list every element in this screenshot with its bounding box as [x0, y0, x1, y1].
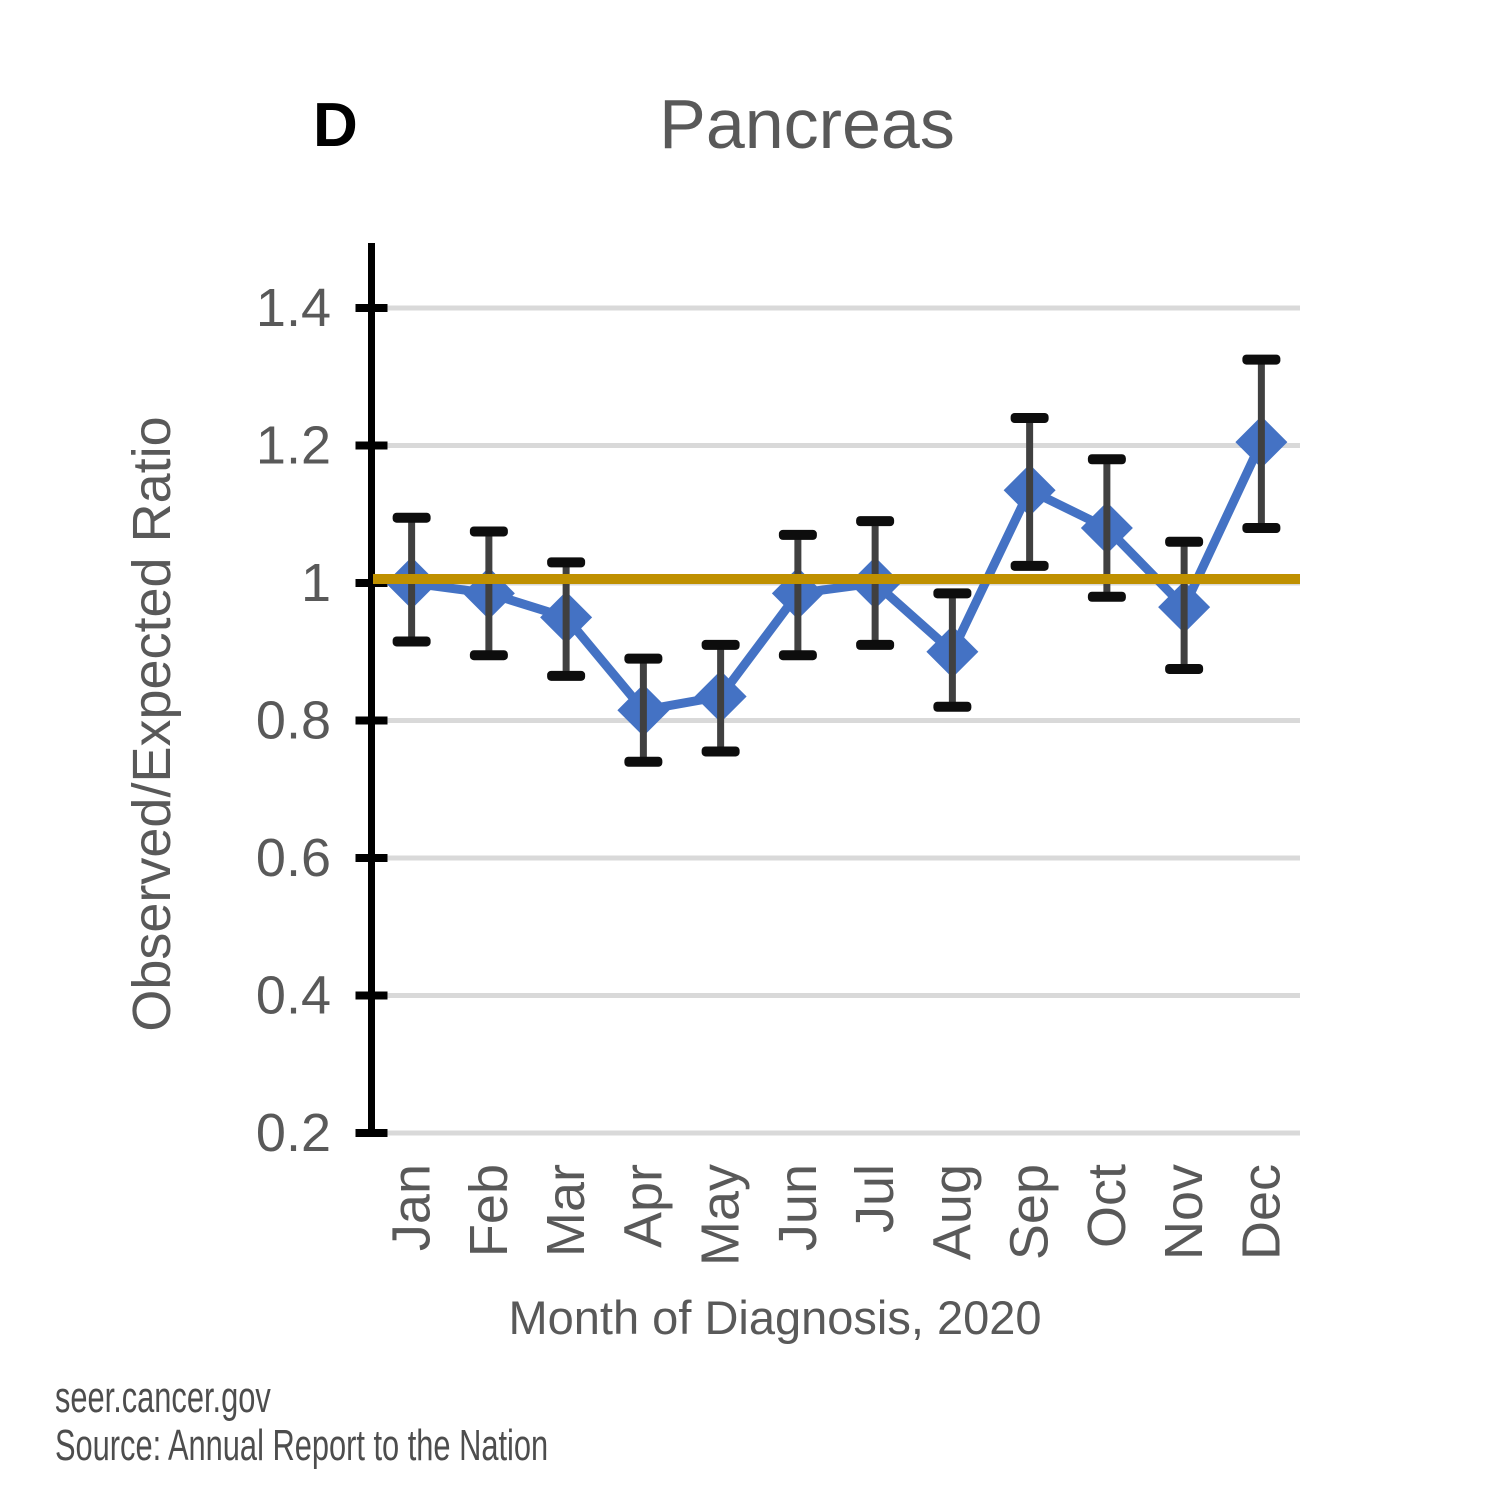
- error-bar-cap-top: [392, 512, 431, 523]
- error-bar-cap-bottom: [701, 746, 740, 757]
- x-tick-label: Feb: [459, 1164, 519, 1257]
- error-bar-cap-top: [624, 653, 663, 664]
- x-tick-label: Apr: [613, 1164, 673, 1248]
- error-bar-cap-bottom: [469, 650, 508, 661]
- y-tick-label: 1.2: [256, 416, 331, 476]
- error-bar-cap-bottom: [624, 756, 663, 767]
- footer-source: Source: Annual Report to the Nation: [55, 1421, 549, 1470]
- y-tick-label: 0.2: [256, 1103, 331, 1163]
- error-bar-cap-bottom: [547, 670, 586, 681]
- error-bar-cap-top: [469, 526, 508, 537]
- error-bar-cap-top: [547, 557, 586, 568]
- y-axis-tick: [355, 991, 388, 1000]
- x-tick-label: Oct: [1077, 1164, 1137, 1248]
- error-bar-cap-top: [1165, 536, 1204, 547]
- error-bar-cap-bottom: [1010, 560, 1049, 571]
- error-bar-cap-top: [778, 529, 817, 540]
- x-tick-label: Dec: [1231, 1164, 1291, 1260]
- x-axis-title: Month of Diagnosis, 2020: [508, 1291, 1042, 1344]
- error-bar-cap-top: [1242, 354, 1281, 365]
- error-bar-cap-bottom: [1087, 591, 1126, 602]
- error-bar-cap-top: [856, 516, 895, 527]
- y-axis-tick: [355, 854, 388, 862]
- y-axis-tick: [355, 304, 388, 312]
- error-bar-cap-bottom: [1165, 663, 1204, 674]
- chart-title: Pancreas: [659, 85, 955, 163]
- x-tick-label: Jul: [845, 1164, 905, 1233]
- y-axis-tick: [355, 716, 388, 725]
- x-tick-label: Sep: [1000, 1164, 1060, 1260]
- error-bar-cap-bottom: [392, 636, 431, 647]
- y-tick-label: 0.8: [256, 691, 331, 751]
- error-bar-cap-bottom: [1242, 523, 1281, 533]
- x-tick-label: Jun: [768, 1164, 828, 1251]
- x-tick-label: Nov: [1154, 1164, 1214, 1260]
- error-bar-cap-top: [1010, 413, 1049, 423]
- x-tick-label: Mar: [536, 1164, 596, 1257]
- error-bar-cap-top: [933, 588, 972, 599]
- error-bar-cap-top: [1087, 454, 1126, 465]
- y-axis-tick: [355, 1129, 388, 1137]
- footer: seer.cancer.gov Source: Annual Report to…: [55, 1374, 548, 1470]
- x-tick-label: Jan: [382, 1164, 442, 1251]
- y-tick-label: 1.4: [256, 278, 331, 338]
- y-axis-tick: [355, 579, 388, 587]
- x-tick-label: Aug: [922, 1164, 982, 1260]
- y-tick-label: 1: [301, 553, 331, 613]
- y-tick-label: 0.4: [256, 966, 331, 1026]
- error-bar-cap-top: [701, 639, 740, 650]
- error-bar-cap-bottom: [778, 650, 817, 661]
- error-bar-cap-bottom: [856, 639, 895, 650]
- y-axis-title: Observed/Expected Ratio: [122, 416, 182, 1032]
- x-tick-label: May: [691, 1164, 751, 1266]
- y-axis-tick: [355, 441, 388, 450]
- footer-url: seer.cancer.gov: [55, 1373, 271, 1422]
- y-tick-label: 0.6: [256, 828, 331, 888]
- error-bar-cap-bottom: [933, 701, 972, 712]
- panel-label: D: [313, 91, 358, 160]
